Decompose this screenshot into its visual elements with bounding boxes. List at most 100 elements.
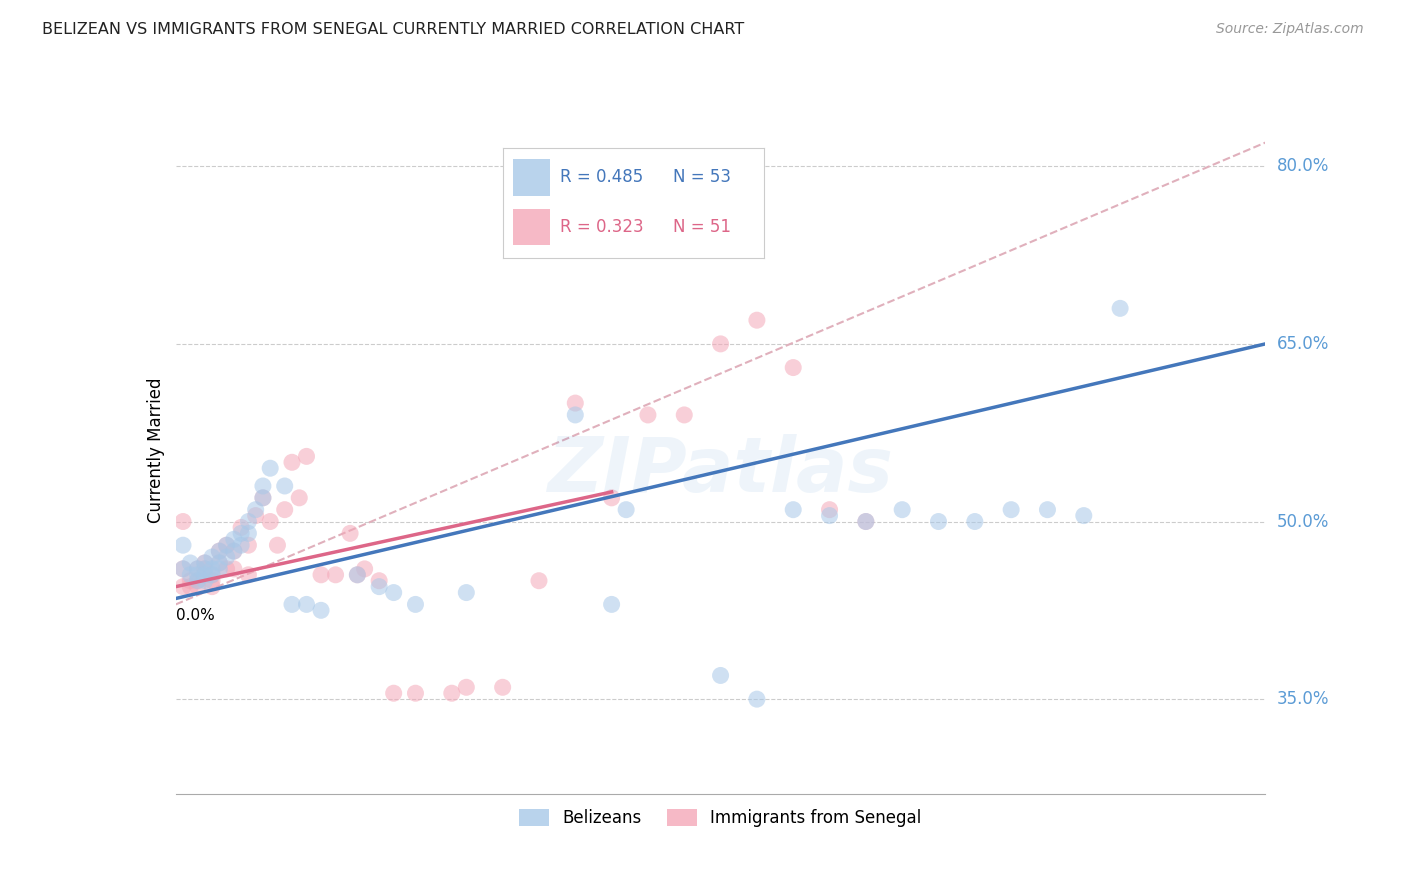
Point [238,526,260,541]
Point [274,479,297,493]
Point [295,598,318,612]
Point [186,574,209,588]
Point [179,567,201,582]
Point [382,686,405,700]
Point [1000,502,1022,516]
Point [252,491,274,505]
Point [194,574,217,588]
Point [405,686,427,700]
Point [172,515,194,529]
Point [353,562,375,576]
Point [215,562,238,576]
Point [222,533,245,547]
Point [928,515,950,529]
Point [186,567,209,582]
Point [325,567,347,582]
Point [745,313,768,327]
Point [201,549,224,564]
Point [252,491,274,505]
Point [600,598,623,612]
Point [637,408,659,422]
Point [405,598,427,612]
Point [456,585,478,599]
Point [614,502,637,516]
Point [564,408,586,422]
Point [238,567,260,582]
Point [172,580,194,594]
Point [179,574,201,588]
Point [215,538,238,552]
Point [215,549,238,564]
Point [222,544,245,558]
Point [1109,301,1132,316]
Point [231,520,253,534]
Point [172,562,194,576]
Y-axis label: Currently Married: Currently Married [146,377,165,524]
Point [208,556,231,570]
Text: 0.0%: 0.0% [176,608,215,624]
Point [346,567,368,582]
Point [281,598,304,612]
Text: 35.0%: 35.0% [1277,690,1329,708]
Point [259,461,281,475]
Point [186,562,209,576]
Point [288,491,311,505]
Point [179,580,201,594]
Point [208,556,231,570]
Point [201,574,224,588]
Point [259,515,281,529]
Point [274,502,297,516]
Text: Source: ZipAtlas.com: Source: ZipAtlas.com [1216,22,1364,37]
Text: 50.0%: 50.0% [1277,513,1329,531]
Point [238,515,260,529]
Point [281,455,304,469]
Point [222,562,245,576]
Point [252,479,274,493]
Point [600,491,623,505]
Point [186,580,209,594]
Point [208,544,231,558]
Point [855,515,877,529]
Point [194,556,217,570]
Text: 65.0%: 65.0% [1277,334,1329,353]
Point [194,562,217,576]
Point [309,603,332,617]
Point [186,562,209,576]
Point [194,567,217,582]
Point [222,544,245,558]
Point [208,544,231,558]
Point [201,562,224,576]
Point [179,556,201,570]
Point [1073,508,1095,523]
Point [346,567,368,582]
Point [782,360,804,375]
Point [745,692,768,706]
Point [245,502,267,516]
Point [818,502,841,516]
Point [194,556,217,570]
Text: BELIZEAN VS IMMIGRANTS FROM SENEGAL CURRENTLY MARRIED CORRELATION CHART: BELIZEAN VS IMMIGRANTS FROM SENEGAL CURR… [42,22,744,37]
Point [818,508,841,523]
Point [440,686,463,700]
Point [238,538,260,552]
Point [368,580,391,594]
Point [231,526,253,541]
Legend: Belizeans, Immigrants from Senegal: Belizeans, Immigrants from Senegal [513,802,928,834]
Point [564,396,586,410]
Point [201,580,224,594]
Text: 80.0%: 80.0% [1277,157,1329,175]
Point [855,515,877,529]
Point [339,526,361,541]
Point [201,567,224,582]
Point [186,574,209,588]
Point [295,450,318,464]
Point [891,502,914,516]
Point [309,567,332,582]
Point [673,408,696,422]
Point [231,538,253,552]
Point [266,538,288,552]
Point [172,538,194,552]
Point [492,681,515,695]
Point [201,567,224,582]
Point [215,538,238,552]
